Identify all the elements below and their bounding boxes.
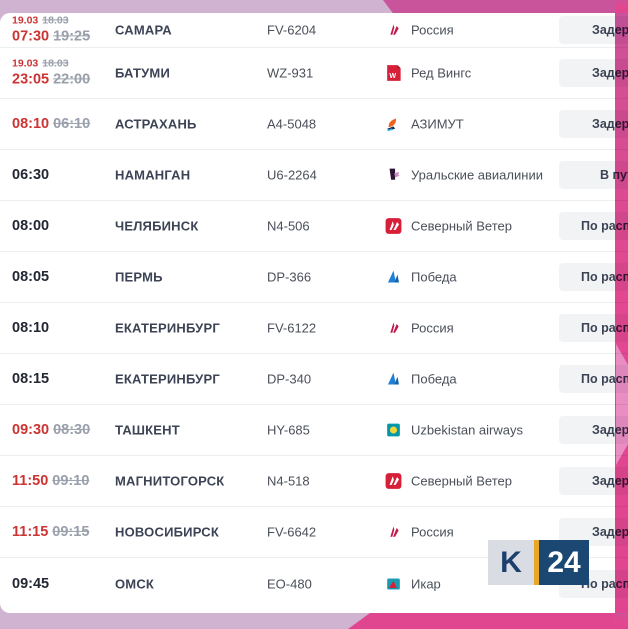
svg-text:W: W: [389, 72, 396, 80]
